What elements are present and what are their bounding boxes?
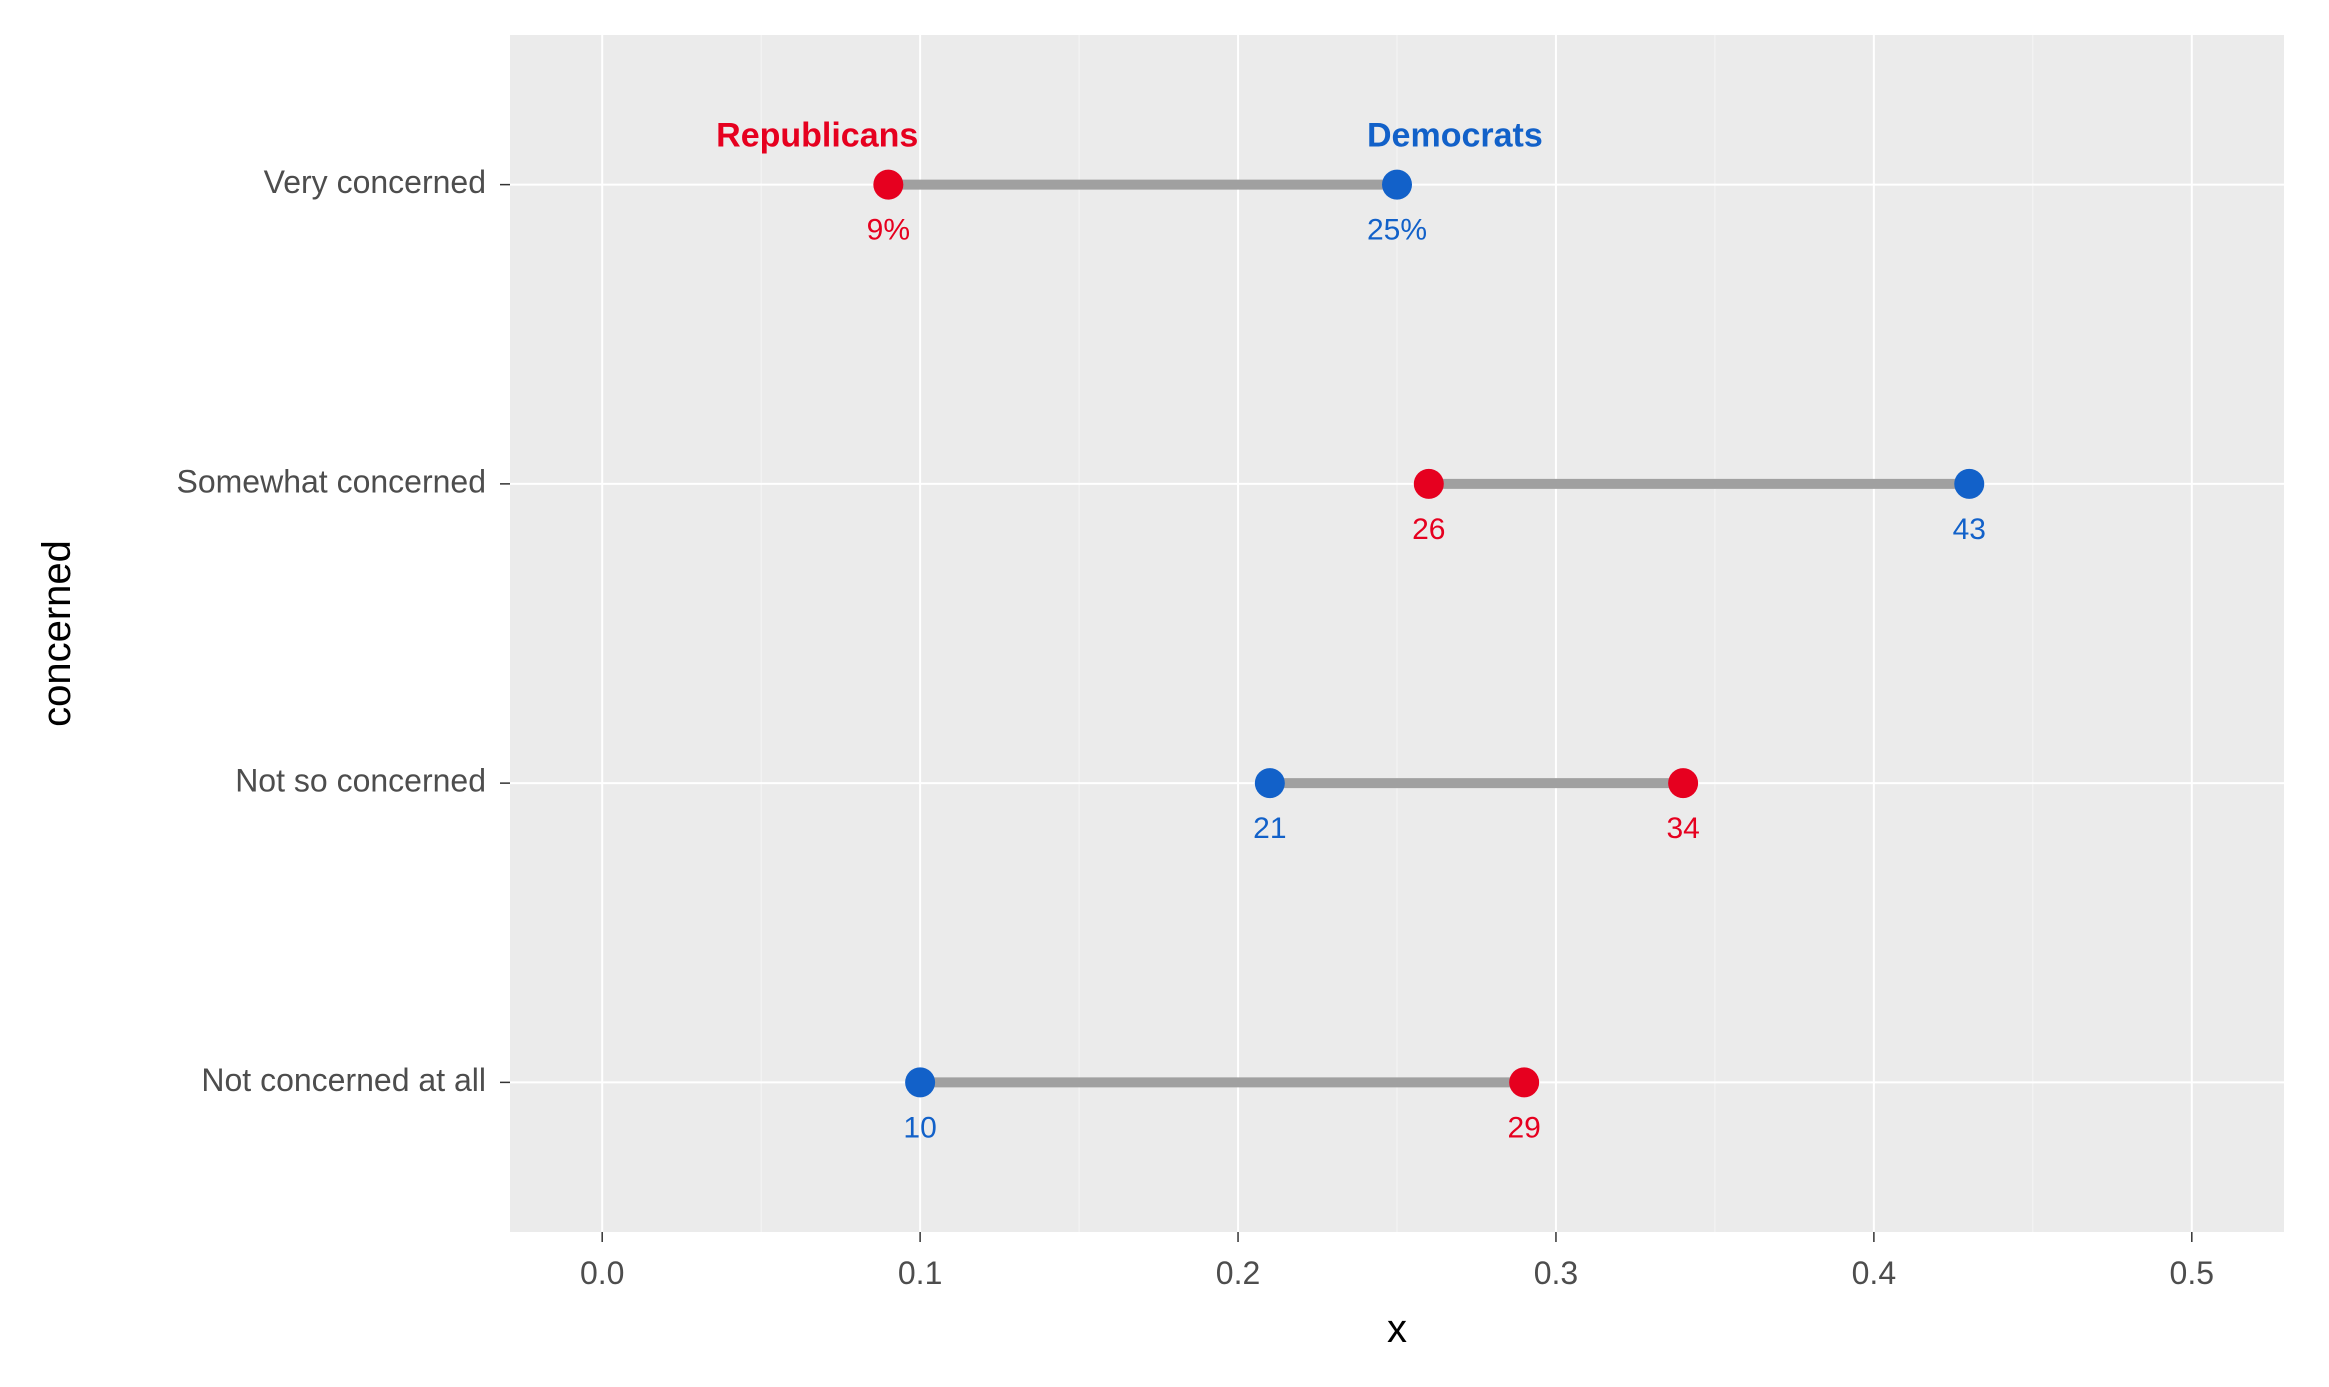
marker-dem <box>905 1067 935 1097</box>
dumbbell-chart: 0.0 0.1 0.2 0.3 0.4 0.5 x Very concerned Somewha… <box>0 0 2329 1387</box>
y-tick-label: Not so concerned <box>235 763 486 799</box>
marker-dem <box>1382 170 1412 200</box>
marker-rep <box>873 170 903 200</box>
x-tick-label: 0.5 <box>2170 1255 2214 1291</box>
x-tick-label: 0.0 <box>580 1255 624 1291</box>
x-axis-title: x <box>1387 1307 1407 1351</box>
value-label-rep: 29 <box>1507 1111 1540 1144</box>
y-tick-label: Very concerned <box>264 164 486 200</box>
value-label-rep: 26 <box>1412 513 1445 546</box>
marker-dem <box>1255 768 1285 798</box>
marker-dem <box>1954 469 1984 499</box>
chart-svg: 0.0 0.1 0.2 0.3 0.4 0.5 x Very concerned Somewha… <box>0 0 2329 1387</box>
x-tick-label: 0.1 <box>898 1255 942 1291</box>
x-tick-label: 0.4 <box>1852 1255 1896 1291</box>
marker-rep <box>1414 469 1444 499</box>
value-label-dem: 43 <box>1953 513 1986 546</box>
marker-rep <box>1668 768 1698 798</box>
value-label-rep: 9% <box>867 214 910 247</box>
value-label-dem: 25% <box>1367 214 1427 247</box>
x-tick-label: 0.2 <box>1216 1255 1260 1291</box>
series-label-rep: Republicans <box>716 117 918 155</box>
y-tick-label: Not concerned at all <box>201 1062 486 1098</box>
value-label-rep: 34 <box>1666 812 1699 845</box>
series-label-dem: Democrats <box>1367 117 1543 155</box>
marker-rep <box>1509 1067 1539 1097</box>
y-axis: Very concerned Somewhat concerned Not so c… <box>176 164 510 1098</box>
y-tick-label: Somewhat concerned <box>176 463 486 499</box>
x-tick-label: 0.3 <box>1534 1255 1578 1291</box>
value-label-dem: 21 <box>1253 812 1286 845</box>
value-label-dem: 10 <box>903 1111 936 1144</box>
y-axis-title: concerned <box>35 540 79 727</box>
x-axis: 0.0 0.1 0.2 0.3 0.4 0.5 <box>580 1232 2214 1291</box>
